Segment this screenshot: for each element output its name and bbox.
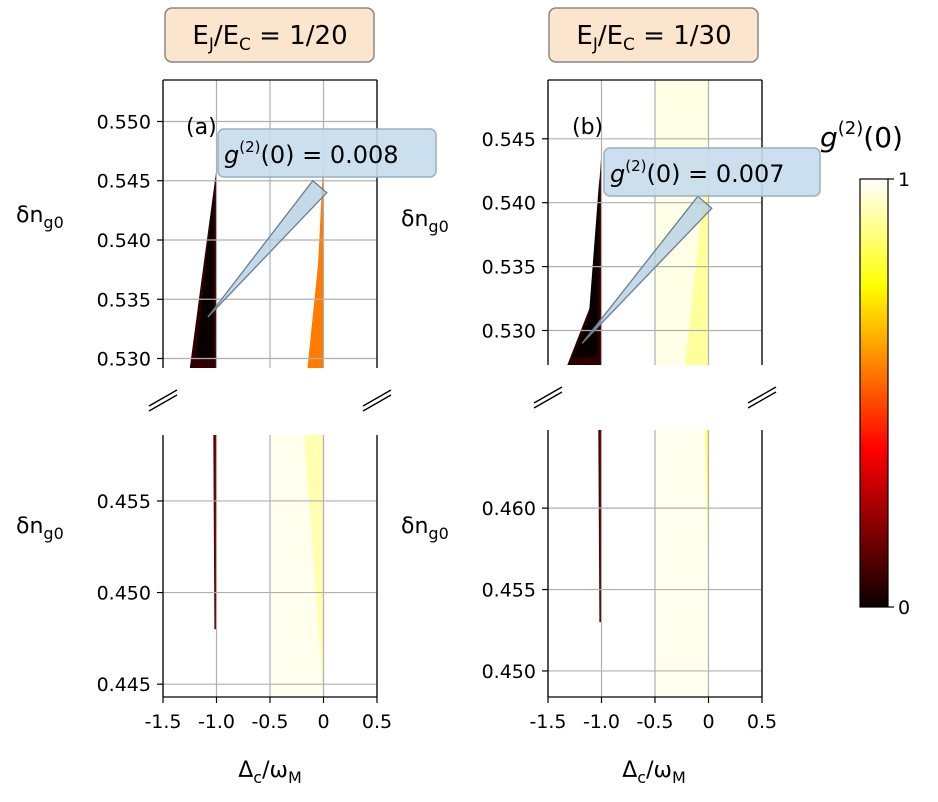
- panel-a-upper-ytick-label: 0.540: [97, 230, 151, 252]
- colorbar-tick-label: 0: [898, 597, 910, 619]
- panel-b-xlabel: Δc/ωM: [622, 758, 686, 787]
- panel-a-lower-ytick-label: 0.450: [97, 583, 151, 605]
- panel-b-title: EJ/EC = 1/30: [548, 7, 759, 63]
- colorbar-tick-label: 1: [898, 169, 910, 191]
- panel-a-lower-ytick-label: 0.455: [97, 491, 151, 513]
- panel-b-annotation-text: g(2)(0) = 0.007: [610, 157, 785, 188]
- panel-b-annotation-pointer: [581, 195, 713, 344]
- panel-a-title: EJ/EC = 1/20: [164, 7, 375, 63]
- panel-b-upper-break-mark: [533, 391, 563, 409]
- panel-b-xtick-label: 0.5: [747, 711, 777, 733]
- panel-a-title-box: [164, 7, 375, 63]
- panel-a-xtick-label: -0.5: [251, 711, 288, 733]
- panel-b-lower-left-line: [598, 430, 602, 623]
- colorbar-ticks: 01: [888, 169, 910, 619]
- panel-a-title-text: EJ/EC = 1/20: [192, 21, 347, 55]
- panel-a-upper-break-mark: [148, 389, 178, 407]
- panel-b-annotation-box: [603, 147, 821, 197]
- panel-b-upper-break-mark: [533, 386, 563, 404]
- panel-b-xtick-label: -1.5: [529, 711, 566, 733]
- panel-a-upper-ylabel: δng0: [16, 203, 64, 232]
- panel-a-annotation-box: [217, 128, 437, 178]
- colorbar-label: g(2)(0): [820, 118, 903, 154]
- panel-a-lower-plot: 0.445 0.450 0.455 -1.5 -1.0 -0.5 0 0.5: [97, 435, 392, 733]
- panel-b-upper-left-branch-core: [571, 177, 600, 359]
- panel-b-title-box: [548, 7, 759, 63]
- panel-a-xtick-label: -1.5: [144, 711, 181, 733]
- panel-b-xtick-label: -1.0: [583, 711, 620, 733]
- panel-a-upper-ytick-label: 0.535: [97, 289, 151, 311]
- panel-a-xtick-label: -1.0: [198, 711, 235, 733]
- panel-b-lower-highlight-band: [655, 430, 709, 697]
- panel-b-lower-ytick-label: 0.455: [482, 580, 536, 602]
- panel-b-title-text: EJ/EC = 1/30: [576, 21, 731, 55]
- panel-b-upper-ylabel: δng0: [401, 207, 449, 236]
- panel-a-xtick-label: 0: [317, 711, 329, 733]
- panel-b-upper-ytick-label: 0.530: [482, 320, 536, 342]
- panel-a-annotation-text: g(2)(0) = 0.008: [224, 138, 399, 169]
- panel-b-label: (b): [572, 115, 603, 140]
- panel-b-upper-ytick-label: 0.540: [482, 193, 536, 215]
- colorbar: g(2)(0) 01: [820, 118, 910, 619]
- panel-a-xlabel: Δc/ωM: [238, 758, 302, 787]
- colorbar-gradient: [859, 178, 889, 608]
- panel-a-label: (a): [186, 115, 217, 140]
- panel-b-upper-ytick-label: 0.545: [482, 129, 536, 151]
- panel-a-annotation-pointer: [207, 179, 328, 318]
- panel-b-lower-ytick-label: 0.450: [482, 661, 536, 683]
- panel-b-upper-plot: 0.530 0.535 0.540 0.545: [482, 79, 777, 409]
- panel-a-xtick-label: 0.5: [362, 711, 392, 733]
- panel-a-lower-ylabel: δng0: [16, 514, 64, 543]
- panel-b-xtick-label: 0: [702, 711, 714, 733]
- panel-a-upper-break-mark: [148, 394, 178, 412]
- panel-b-upper-break-mark: [747, 386, 777, 404]
- panel-a-lower-left-line: [213, 435, 217, 630]
- panel-b-upper-break-mark: [747, 391, 777, 409]
- panel-b-lower-ytick-label: 0.460: [482, 498, 536, 520]
- panel-b-lower-ylabel: δng0: [401, 514, 449, 543]
- panel-b-annotation: g(2)(0) = 0.007: [581, 147, 821, 344]
- panel-b-lower-right-sliver: [705, 430, 709, 574]
- panel-a-upper-ytick-label: 0.550: [97, 111, 151, 133]
- panel-b-lower-plot: 0.450 0.455 0.460 -1.5 -1.0 -0.5 0 0.5: [482, 430, 777, 733]
- panel-b-xtick-label: -0.5: [636, 711, 673, 733]
- panel-a-annotation: g(2)(0) = 0.008: [207, 128, 437, 318]
- panel-a-upper-ytick-label: 0.530: [97, 349, 151, 371]
- panel-a-lower-ytick-label: 0.445: [97, 674, 151, 696]
- panel-a-upper-right-branch: [307, 157, 324, 368]
- panel-a-upper-break-mark: [362, 389, 392, 407]
- panel-a-upper-break-mark: [362, 394, 392, 412]
- panel-a-upper-ytick-label: 0.545: [97, 171, 151, 193]
- panel-b-upper-ytick-label: 0.535: [482, 257, 536, 279]
- panel-a: EJ/EC = 1/20 0.530 0.535 0.540 0.545 0.550 0…: [16, 7, 437, 787]
